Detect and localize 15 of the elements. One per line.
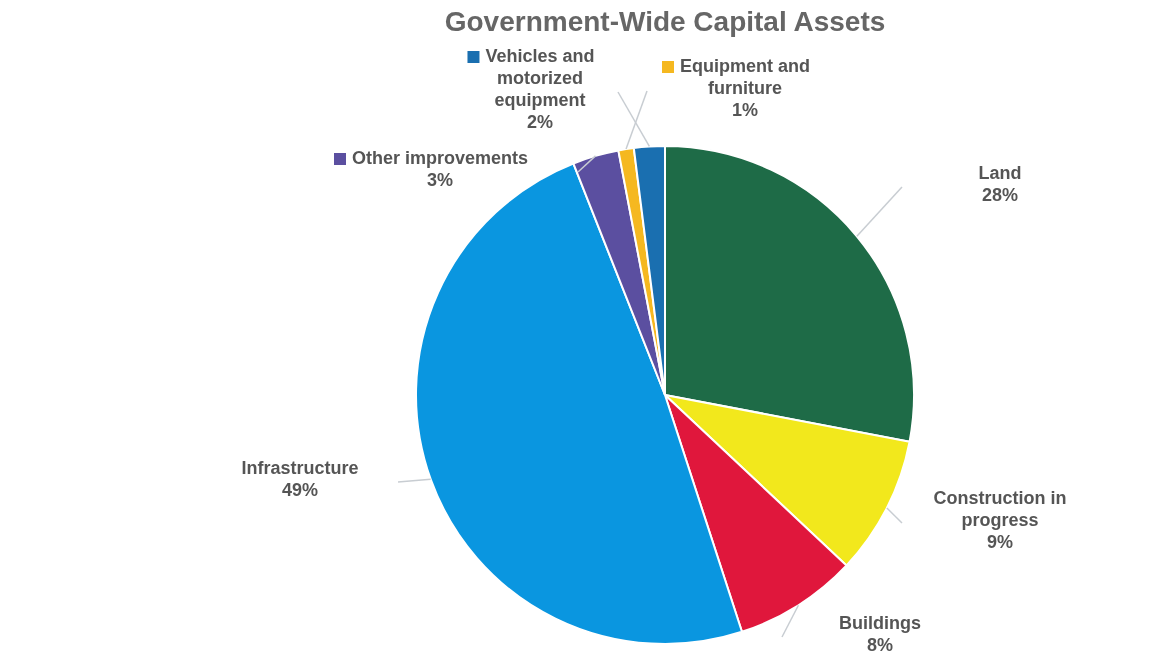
legend-label: Other improvements: [351, 147, 529, 168]
legend-label: Vehicles and motorized equipment: [485, 45, 595, 110]
data-label: 9%: [986, 531, 1014, 552]
slice-label: Construction in progress: [933, 487, 1067, 530]
data-label: 28%: [981, 184, 1019, 205]
slice-label: Land: [978, 162, 1022, 183]
chart-title: Government-Wide Capital Assets: [443, 6, 887, 38]
data-label: 3%: [426, 169, 454, 190]
slice-label: Buildings: [839, 612, 921, 633]
slice-label: Infrastructure: [241, 457, 359, 478]
data-label: 1%: [731, 99, 759, 120]
data-label: 8%: [866, 634, 894, 655]
data-label: 2%: [526, 111, 554, 132]
data-label: 49%: [281, 479, 319, 500]
legend-label: Equipment and furniture: [680, 55, 810, 98]
